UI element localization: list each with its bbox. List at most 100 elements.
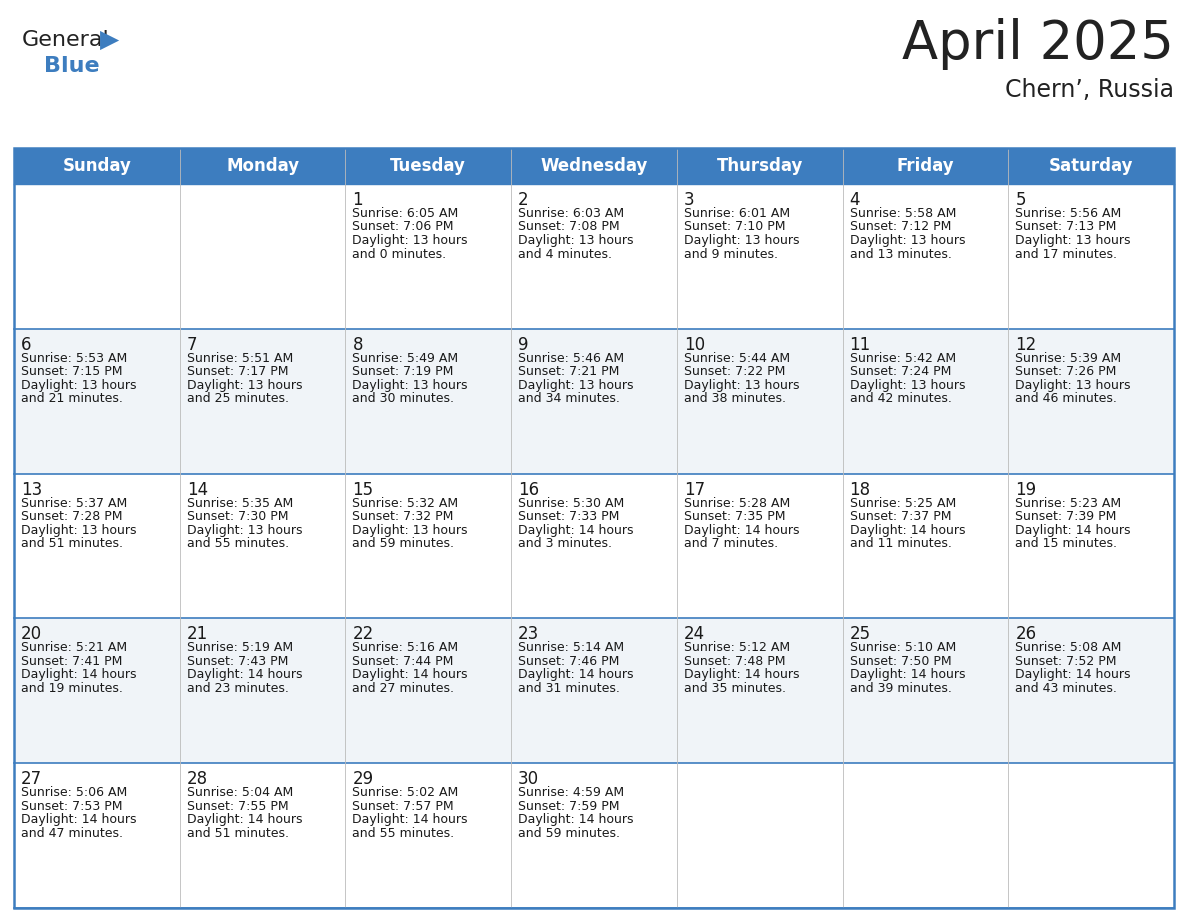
Text: Daylight: 13 hours: Daylight: 13 hours: [21, 379, 137, 392]
Text: Daylight: 13 hours: Daylight: 13 hours: [353, 523, 468, 537]
Text: 12: 12: [1016, 336, 1037, 353]
Text: Sunset: 7:53 PM: Sunset: 7:53 PM: [21, 800, 122, 812]
Text: Daylight: 14 hours: Daylight: 14 hours: [684, 523, 800, 537]
Text: Sunset: 7:46 PM: Sunset: 7:46 PM: [518, 655, 619, 668]
Bar: [14, 184, 1174, 329]
Text: Daylight: 13 hours: Daylight: 13 hours: [187, 523, 302, 537]
Text: and 15 minutes.: and 15 minutes.: [1016, 537, 1117, 550]
Text: and 47 minutes.: and 47 minutes.: [21, 827, 124, 840]
Text: Sunrise: 5:19 AM: Sunrise: 5:19 AM: [187, 642, 292, 655]
Text: and 46 minutes.: and 46 minutes.: [1016, 392, 1117, 406]
Text: Sunset: 7:30 PM: Sunset: 7:30 PM: [187, 510, 289, 523]
Text: Sunset: 7:44 PM: Sunset: 7:44 PM: [353, 655, 454, 668]
Text: Sunrise: 5:32 AM: Sunrise: 5:32 AM: [353, 497, 459, 509]
Text: and 55 minutes.: and 55 minutes.: [187, 537, 289, 550]
Text: Daylight: 14 hours: Daylight: 14 hours: [1016, 523, 1131, 537]
Text: Daylight: 14 hours: Daylight: 14 hours: [187, 668, 302, 681]
Text: Daylight: 13 hours: Daylight: 13 hours: [849, 379, 965, 392]
Text: Sunset: 7:52 PM: Sunset: 7:52 PM: [1016, 655, 1117, 668]
Text: Sunrise: 5:12 AM: Sunrise: 5:12 AM: [684, 642, 790, 655]
Text: 28: 28: [187, 770, 208, 789]
Text: and 39 minutes.: and 39 minutes.: [849, 682, 952, 695]
Text: Sunday: Sunday: [63, 157, 132, 175]
Text: and 9 minutes.: and 9 minutes.: [684, 248, 778, 261]
Text: and 13 minutes.: and 13 minutes.: [849, 248, 952, 261]
Text: 24: 24: [684, 625, 704, 644]
Text: 15: 15: [353, 481, 373, 498]
Text: Sunrise: 5:58 AM: Sunrise: 5:58 AM: [849, 207, 956, 220]
Text: 7: 7: [187, 336, 197, 353]
Text: and 51 minutes.: and 51 minutes.: [21, 537, 124, 550]
Text: Sunset: 7:12 PM: Sunset: 7:12 PM: [849, 220, 950, 233]
Text: and 30 minutes.: and 30 minutes.: [353, 392, 455, 406]
Text: 23: 23: [518, 625, 539, 644]
Text: Sunrise: 5:46 AM: Sunrise: 5:46 AM: [518, 352, 624, 364]
Text: and 34 minutes.: and 34 minutes.: [518, 392, 620, 406]
Text: Sunrise: 5:25 AM: Sunrise: 5:25 AM: [849, 497, 956, 509]
Text: Daylight: 13 hours: Daylight: 13 hours: [187, 379, 302, 392]
Text: Sunset: 7:08 PM: Sunset: 7:08 PM: [518, 220, 620, 233]
Text: Sunrise: 5:02 AM: Sunrise: 5:02 AM: [353, 786, 459, 800]
Text: Friday: Friday: [897, 157, 954, 175]
Text: Daylight: 14 hours: Daylight: 14 hours: [849, 668, 965, 681]
Text: 21: 21: [187, 625, 208, 644]
Text: 26: 26: [1016, 625, 1036, 644]
Text: Sunset: 7:22 PM: Sunset: 7:22 PM: [684, 365, 785, 378]
Text: Sunrise: 4:59 AM: Sunrise: 4:59 AM: [518, 786, 624, 800]
Text: Daylight: 14 hours: Daylight: 14 hours: [849, 523, 965, 537]
Text: Daylight: 14 hours: Daylight: 14 hours: [1016, 668, 1131, 681]
Text: Sunrise: 5:21 AM: Sunrise: 5:21 AM: [21, 642, 127, 655]
Text: Sunset: 7:17 PM: Sunset: 7:17 PM: [187, 365, 289, 378]
Text: Daylight: 14 hours: Daylight: 14 hours: [518, 523, 633, 537]
Text: 19: 19: [1016, 481, 1036, 498]
Text: Daylight: 13 hours: Daylight: 13 hours: [518, 234, 633, 247]
Text: and 27 minutes.: and 27 minutes.: [353, 682, 455, 695]
Text: 30: 30: [518, 770, 539, 789]
Text: and 25 minutes.: and 25 minutes.: [187, 392, 289, 406]
Text: 17: 17: [684, 481, 704, 498]
Text: 18: 18: [849, 481, 871, 498]
Text: and 55 minutes.: and 55 minutes.: [353, 827, 455, 840]
Text: Daylight: 14 hours: Daylight: 14 hours: [21, 813, 137, 826]
Text: Daylight: 13 hours: Daylight: 13 hours: [353, 234, 468, 247]
Text: Daylight: 14 hours: Daylight: 14 hours: [518, 813, 633, 826]
Text: Sunrise: 5:04 AM: Sunrise: 5:04 AM: [187, 786, 293, 800]
Text: Sunrise: 5:51 AM: Sunrise: 5:51 AM: [187, 352, 293, 364]
Text: and 3 minutes.: and 3 minutes.: [518, 537, 612, 550]
Text: Sunset: 7:24 PM: Sunset: 7:24 PM: [849, 365, 950, 378]
Text: and 42 minutes.: and 42 minutes.: [849, 392, 952, 406]
Text: Daylight: 14 hours: Daylight: 14 hours: [353, 668, 468, 681]
Text: Sunrise: 6:01 AM: Sunrise: 6:01 AM: [684, 207, 790, 220]
Text: Daylight: 14 hours: Daylight: 14 hours: [684, 668, 800, 681]
Text: Sunrise: 5:49 AM: Sunrise: 5:49 AM: [353, 352, 459, 364]
Text: Daylight: 14 hours: Daylight: 14 hours: [518, 668, 633, 681]
Text: Daylight: 13 hours: Daylight: 13 hours: [684, 234, 800, 247]
Text: 3: 3: [684, 191, 695, 209]
Bar: [14, 148, 1174, 184]
Text: and 23 minutes.: and 23 minutes.: [187, 682, 289, 695]
Text: ▶: ▶: [100, 28, 119, 52]
Text: Sunset: 7:59 PM: Sunset: 7:59 PM: [518, 800, 620, 812]
Text: Wednesday: Wednesday: [541, 157, 647, 175]
Text: Sunrise: 5:16 AM: Sunrise: 5:16 AM: [353, 642, 459, 655]
Text: Sunset: 7:43 PM: Sunset: 7:43 PM: [187, 655, 287, 668]
Text: Daylight: 14 hours: Daylight: 14 hours: [353, 813, 468, 826]
Text: April 2025: April 2025: [902, 18, 1174, 70]
Text: Sunrise: 6:05 AM: Sunrise: 6:05 AM: [353, 207, 459, 220]
Text: Sunset: 7:55 PM: Sunset: 7:55 PM: [187, 800, 289, 812]
Text: 27: 27: [21, 770, 42, 789]
Text: Sunset: 7:39 PM: Sunset: 7:39 PM: [1016, 510, 1117, 523]
Text: Tuesday: Tuesday: [391, 157, 466, 175]
Text: Sunset: 7:48 PM: Sunset: 7:48 PM: [684, 655, 785, 668]
Text: 25: 25: [849, 625, 871, 644]
Text: and 0 minutes.: and 0 minutes.: [353, 248, 447, 261]
Text: Daylight: 13 hours: Daylight: 13 hours: [684, 379, 800, 392]
Text: and 31 minutes.: and 31 minutes.: [518, 682, 620, 695]
Bar: [14, 148, 1174, 908]
Text: Sunset: 7:19 PM: Sunset: 7:19 PM: [353, 365, 454, 378]
Text: 4: 4: [849, 191, 860, 209]
Text: Sunrise: 5:14 AM: Sunrise: 5:14 AM: [518, 642, 624, 655]
Text: and 21 minutes.: and 21 minutes.: [21, 392, 122, 406]
Text: and 38 minutes.: and 38 minutes.: [684, 392, 785, 406]
Text: 22: 22: [353, 625, 374, 644]
